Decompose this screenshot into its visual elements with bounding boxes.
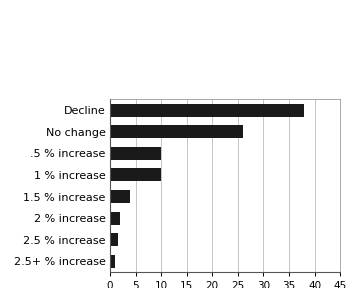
Bar	[110, 147, 161, 160]
Bar	[110, 168, 161, 181]
Bar	[110, 104, 304, 117]
Text: Interest Rate Projections: Interest Rate Projections	[42, 59, 307, 78]
Text: 2009 ND Farm Operating: 2009 ND Farm Operating	[43, 21, 306, 40]
Bar	[110, 233, 118, 246]
Bar	[110, 125, 243, 138]
Bar	[110, 255, 115, 268]
Bar	[110, 212, 120, 225]
Bar	[110, 190, 131, 203]
